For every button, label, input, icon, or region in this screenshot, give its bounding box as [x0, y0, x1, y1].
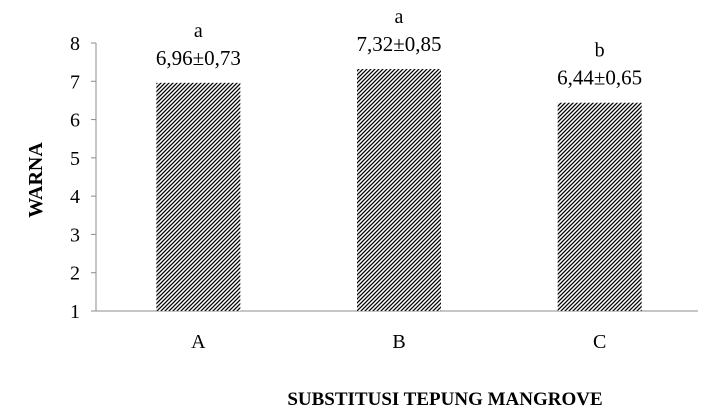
y-tick-label: 8 — [70, 33, 80, 55]
x-tick-label: B — [392, 331, 405, 353]
y-tick-label: 6 — [70, 110, 80, 132]
bars — [156, 69, 642, 312]
y-axis-title: WARNA — [25, 142, 47, 218]
bar-C — [557, 102, 642, 312]
significance-letter: b — [595, 40, 605, 62]
y-axis-ticks: 1 2 3 4 5 6 7 8 — [70, 33, 96, 323]
x-axis-title: SUBSTITUSI TEPUNG MANGROVE — [287, 389, 602, 410]
bar-B — [357, 69, 441, 311]
y-tick-label: 4 — [70, 186, 80, 208]
y-tick-label: 2 — [70, 263, 80, 285]
x-axis-tick-labels: A B C — [191, 331, 606, 353]
data-label: 7,32±0,85 — [356, 32, 441, 56]
significance-letter: a — [395, 6, 404, 28]
data-label: 6,96±0,73 — [156, 46, 241, 70]
y-tick-label: 7 — [70, 71, 80, 93]
x-tick-label: A — [191, 331, 206, 353]
y-tick-label: 5 — [70, 148, 80, 170]
data-label: 6,44±0,65 — [557, 66, 642, 90]
x-tick-label: C — [593, 331, 606, 353]
data-labels: 6,96±0,73 a 7,32±0,85 a 6,44±0,65 b — [156, 6, 642, 90]
bar-A — [156, 82, 241, 312]
y-tick-label: 3 — [70, 224, 80, 246]
y-tick-label: 1 — [70, 301, 80, 323]
significance-letter: a — [194, 20, 203, 42]
